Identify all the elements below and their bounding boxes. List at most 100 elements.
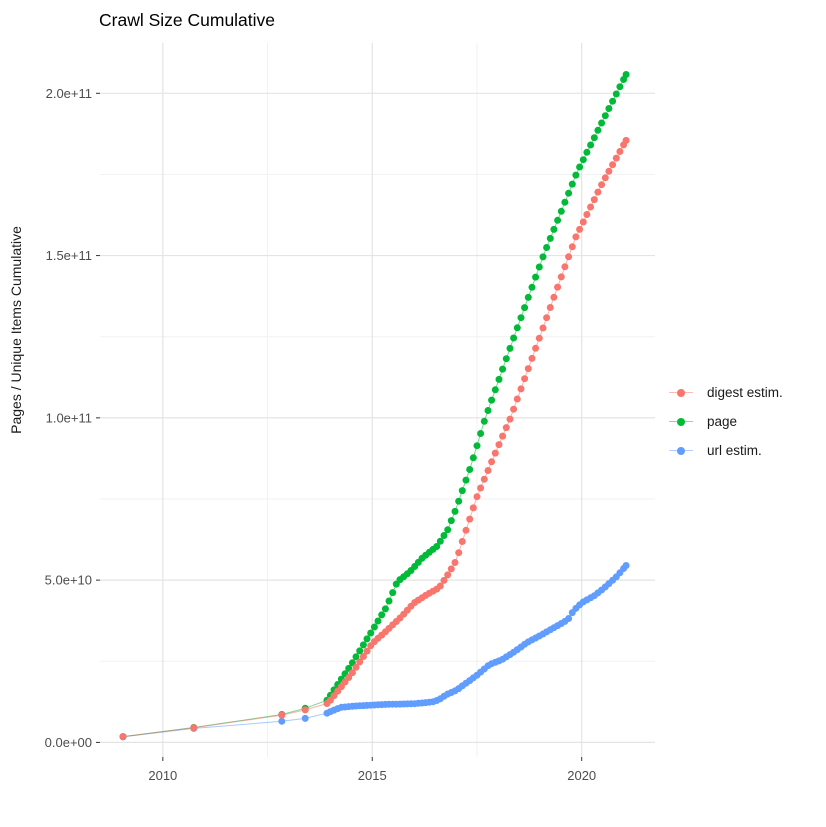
- data-point-page: [477, 430, 485, 437]
- data-point-page: [590, 134, 598, 142]
- data-point-digest-estim: [524, 365, 532, 373]
- series-line-url-estim: [122, 565, 627, 738]
- data-point-digest-estim: [550, 293, 558, 301]
- data-point-page: [447, 517, 455, 525]
- series-url-estim: [119, 562, 630, 741]
- data-point-digest-estim: [348, 669, 356, 677]
- data-point-page: [601, 112, 609, 120]
- data-point-page: [455, 497, 463, 505]
- data-point-page: [480, 417, 488, 425]
- axis-tick-labels: 2010 2015 2020 0.0e+00 5.0e+10 1.0e+11 1.5e+11…: [45, 86, 597, 783]
- data-point-digest-estim: [598, 181, 606, 189]
- data-point-digest-estim: [554, 283, 562, 291]
- data-point-digest-estim: [462, 526, 470, 534]
- data-point-digest-estim: [561, 263, 569, 271]
- gridlines-minor: [100, 43, 655, 757]
- legend-item-url-estim: url estim.: [668, 440, 762, 460]
- data-point-page: [535, 263, 543, 271]
- data-point-page: [554, 216, 562, 224]
- data-point-page: [521, 304, 529, 312]
- data-point-page: [539, 253, 547, 261]
- x-tick-label: 2015: [358, 768, 387, 783]
- chart-title: Crawl Size Cumulative: [99, 10, 275, 30]
- data-point-page: [374, 617, 382, 625]
- data-point-digest-estim: [469, 504, 477, 512]
- data-point-page: [469, 454, 477, 462]
- data-point-page: [491, 386, 499, 394]
- data-point-digest-estim: [491, 449, 499, 457]
- data-point-digest-estim: [444, 571, 452, 579]
- data-point-digest-estim: [455, 549, 463, 557]
- data-point-digest-estim: [513, 395, 521, 403]
- data-point-digest-estim: [616, 148, 624, 155]
- legend-item-digest-estim: digest estim.: [668, 382, 783, 402]
- data-point-digest-estim: [356, 658, 364, 666]
- gridlines-major: [100, 43, 655, 757]
- data-point-digest-estim: [565, 253, 573, 261]
- y-tick-label: 0.0e+00: [45, 735, 92, 750]
- data-point-digest-estim: [576, 225, 584, 233]
- data-point-digest-estim: [359, 653, 367, 660]
- x-tick-label: 2010: [148, 768, 177, 783]
- data-point-digest-estim: [499, 432, 507, 440]
- data-point-page: [543, 244, 551, 251]
- data-point-page: [462, 476, 470, 484]
- data-point-page: [484, 407, 492, 414]
- axis-tick-marks: [96, 92, 583, 761]
- data-point-digest-estim: [510, 405, 518, 413]
- data-point-page: [587, 141, 595, 149]
- data-point-digest-estim: [363, 647, 371, 655]
- data-point-page: [594, 126, 602, 134]
- data-point-digest-estim: [458, 538, 466, 545]
- data-point-digest-estim: [440, 576, 448, 584]
- data-point-digest-estim: [590, 196, 598, 204]
- data-point-page: [385, 597, 393, 605]
- data-point-page: [568, 180, 576, 188]
- data-point-digest-estim: [521, 375, 529, 383]
- legend-key-page: [668, 414, 694, 428]
- data-point-page: [513, 324, 521, 332]
- data-point-digest-estim: [451, 559, 459, 566]
- data-point-page: [622, 71, 630, 78]
- legend-label-digest-estim: digest estim.: [707, 384, 783, 400]
- data-point-page: [528, 283, 536, 291]
- data-point-page: [389, 589, 397, 597]
- data-point-page: [576, 163, 584, 171]
- data-point-digest-estim: [609, 161, 617, 169]
- x-tick-label: 2020: [567, 768, 596, 783]
- data-point-page: [616, 83, 624, 91]
- data-point-page: [495, 375, 503, 383]
- data-point-page: [561, 198, 569, 206]
- data-point-digest-estim: [557, 273, 565, 281]
- series-page: [119, 71, 630, 741]
- data-point-digest-estim: [532, 344, 540, 352]
- data-point-url-estim: [278, 717, 286, 725]
- data-point-digest-estim: [502, 424, 510, 432]
- data-point-digest-estim: [345, 674, 353, 681]
- y-tick-label: 1.0e+11: [46, 410, 92, 425]
- data-point-digest-estim: [587, 203, 595, 211]
- data-point-page: [499, 365, 507, 373]
- data-point-page: [524, 293, 532, 301]
- data-point-digest-estim: [495, 441, 503, 449]
- data-point-digest-estim: [480, 475, 488, 483]
- data-point-digest-estim: [352, 663, 360, 671]
- y-tick-label: 5.0e+10: [45, 573, 92, 588]
- data-point-page: [579, 156, 587, 164]
- data-point-page: [572, 171, 580, 179]
- legend-dot-icon: [677, 388, 685, 397]
- data-point-url-estim: [301, 714, 309, 722]
- data-point-digest-estim: [119, 733, 127, 741]
- data-point-page: [598, 119, 606, 127]
- legend-label-url-estim: url estim.: [707, 442, 762, 458]
- data-point-digest-estim: [506, 415, 514, 423]
- series-digest-estim: [119, 136, 630, 741]
- data-point-page: [451, 507, 459, 515]
- data-point-digest-estim: [568, 243, 576, 251]
- data-point-digest-estim: [594, 188, 602, 196]
- data-point-url-estim: [565, 615, 573, 622]
- data-point-digest-estim: [535, 334, 543, 342]
- data-point-digest-estim: [466, 515, 474, 523]
